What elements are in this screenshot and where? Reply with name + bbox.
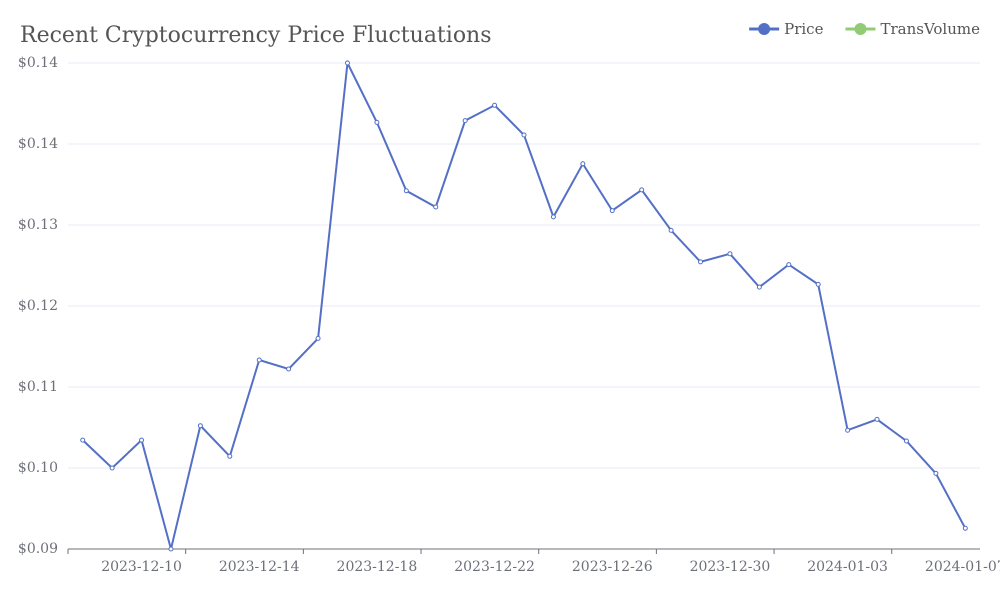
x-tick-label: 2023-12-14 [219, 559, 300, 575]
point [433, 204, 439, 210]
point [962, 525, 968, 531]
x-tick-label: 2023-12-22 [454, 559, 535, 575]
x-tick-label: 2024-01-03 [807, 559, 888, 575]
point [933, 470, 939, 476]
point [374, 119, 380, 125]
y-tick-label: $0.12 [18, 298, 58, 314]
x-tick-label: 2023-12-30 [690, 559, 771, 575]
point [80, 437, 86, 443]
point [403, 188, 409, 194]
point [580, 161, 586, 167]
point [639, 187, 645, 193]
y-tick-label: $0.14 [18, 136, 58, 152]
x-tick-label: 2023-12-10 [101, 559, 182, 575]
point [550, 214, 556, 220]
chart-title: Recent Cryptocurrency Price Fluctuations [20, 23, 492, 48]
x-tick-label: 2024-01-07 [925, 559, 1000, 575]
y-tick-label: $0.14 [18, 55, 58, 71]
y-tick-label: $0.13 [18, 217, 58, 233]
legend-label: TransVolume [880, 20, 980, 38]
point [727, 251, 733, 257]
point [315, 335, 321, 341]
point [668, 227, 674, 233]
point [227, 453, 233, 459]
point [109, 465, 115, 471]
point [815, 281, 821, 287]
point [874, 416, 880, 422]
x-tick-label: 2023-12-26 [572, 559, 653, 575]
y-tick-label: $0.11 [18, 379, 58, 395]
point [521, 132, 527, 138]
y-tick-label: $0.09 [18, 541, 58, 557]
point [139, 437, 145, 443]
point [462, 118, 468, 124]
point [197, 423, 203, 429]
point [492, 102, 498, 108]
x-tick-label: 2023-12-18 [337, 559, 418, 575]
point [786, 262, 792, 268]
point [609, 208, 615, 214]
point [903, 438, 909, 444]
point [756, 284, 762, 290]
legend-label: Price [784, 20, 823, 38]
y-tick-label: $0.10 [18, 460, 58, 476]
legend-swatch-dot [758, 23, 771, 35]
legend-swatch-dot [854, 23, 867, 35]
point [168, 546, 174, 552]
point [344, 60, 350, 66]
point [845, 427, 851, 433]
point [698, 259, 704, 265]
point [256, 357, 262, 363]
point [286, 366, 292, 372]
